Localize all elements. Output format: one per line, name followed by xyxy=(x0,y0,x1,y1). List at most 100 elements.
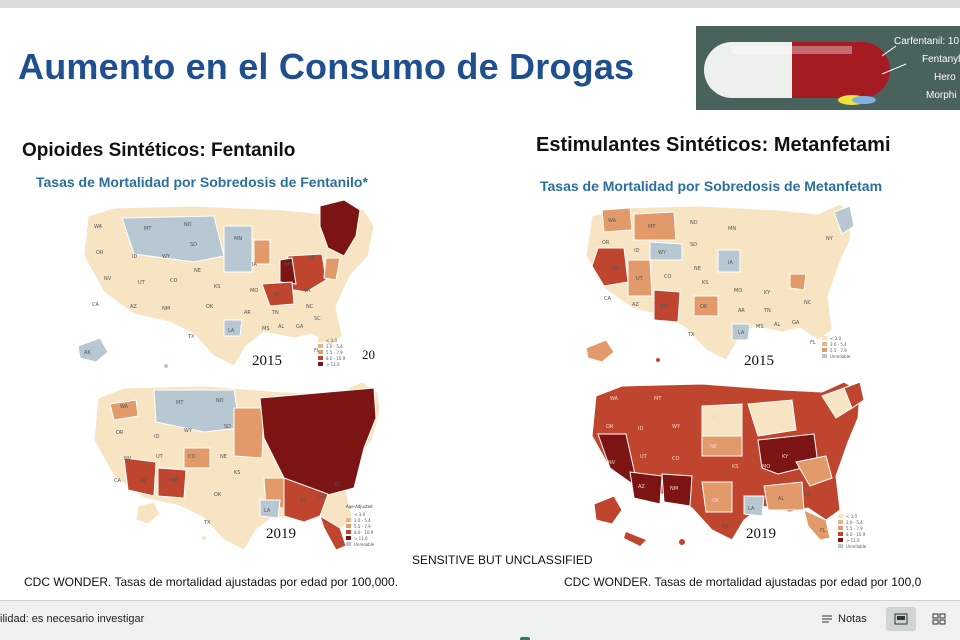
svg-text:SC: SC xyxy=(314,316,321,322)
svg-text:MN: MN xyxy=(234,236,242,242)
pill-label-heroin: Hero xyxy=(934,72,956,83)
svg-text:MO: MO xyxy=(250,288,258,294)
svg-text:> 11.0: > 11.0 xyxy=(326,362,340,367)
svg-text:3.0 - 5.4: 3.0 - 5.4 xyxy=(830,342,847,347)
map-meth-2019: WA MT ND OR ID WY NV UT CO NE KS MO AZ NM OK KY TX L… xyxy=(591,381,865,546)
pill-label-morphine: Morphi xyxy=(926,90,957,101)
svg-text:NC: NC xyxy=(804,300,812,306)
svg-text:3.0 - 5.4: 3.0 - 5.4 xyxy=(846,520,863,525)
svg-text:MS: MS xyxy=(262,326,270,332)
svg-text:CA: CA xyxy=(114,478,121,484)
map-fentanyl-2019: WA MT ND OR ID WY SD NV UT CO NE KS CA AZ NM OK TX LA… xyxy=(93,381,381,551)
slide-sorter-button[interactable] xyxy=(924,607,954,631)
svg-text:NE: NE xyxy=(694,266,701,272)
window-top-strip xyxy=(0,0,960,8)
svg-text:5.5 - 7.9: 5.5 - 7.9 xyxy=(326,350,343,355)
svg-text:LA: LA xyxy=(228,328,235,334)
svg-text:NE: NE xyxy=(194,268,201,274)
svg-text:CA: CA xyxy=(92,302,99,308)
svg-text:TX: TX xyxy=(203,520,211,526)
svg-text:KY: KY xyxy=(782,454,789,460)
svg-text:> 11.0: > 11.0 xyxy=(846,538,860,543)
svg-text:8.0 - 10.9: 8.0 - 10.9 xyxy=(326,356,346,361)
notes-icon xyxy=(822,615,832,623)
svg-text:LA: LA xyxy=(748,506,755,512)
svg-text:CO: CO xyxy=(664,274,671,280)
svg-text:NY: NY xyxy=(826,236,834,242)
svg-text:TN: TN xyxy=(271,310,279,316)
svg-text:NV: NV xyxy=(612,266,620,272)
svg-text:NE: NE xyxy=(710,444,717,450)
svg-text:3.0 - 5.4: 3.0 - 5.4 xyxy=(354,518,371,523)
svg-text:GA: GA xyxy=(296,324,304,330)
notes-label: Notas xyxy=(838,613,867,625)
svg-text:MS: MS xyxy=(756,324,764,330)
map-meth-2015: WA MT ND MN OR ID WY SD IA NV UT CO NE KS MO KY CA AZ… xyxy=(585,203,855,363)
svg-text:3.0 - 5.4: 3.0 - 5.4 xyxy=(326,344,343,349)
slide-title: Aumento en el Consumo de Drogas xyxy=(18,46,635,87)
svg-text:OR: OR xyxy=(116,430,124,436)
svg-text:CA: CA xyxy=(604,296,611,302)
legend-fentanyl-2019: Age-Adjusted < 3.03.0 - 5.45.5 - 7.9 8.0… xyxy=(346,504,375,547)
grid-icon xyxy=(932,613,946,625)
svg-text:AR: AR xyxy=(244,310,251,316)
normal-view-button[interactable] xyxy=(886,607,916,631)
svg-text:NV: NV xyxy=(124,456,132,462)
svg-text:GA: GA xyxy=(318,494,326,500)
svg-text:WY: WY xyxy=(658,250,667,256)
svg-text:KS: KS xyxy=(214,284,220,290)
svg-text:AL: AL xyxy=(778,496,784,502)
svg-text:NM: NM xyxy=(170,478,178,484)
svg-text:> 11.0: > 11.0 xyxy=(354,536,368,541)
svg-text:< 3.0: < 3.0 xyxy=(354,512,365,517)
svg-text:WA: WA xyxy=(94,224,103,230)
svg-text:MT: MT xyxy=(648,224,656,230)
svg-text:Unreliable: Unreliable xyxy=(354,542,375,547)
notes-button[interactable]: Notas xyxy=(814,607,873,631)
pill-label-carfentanil: Carfentanil: 10 xyxy=(894,36,960,47)
svg-text:Unreliable: Unreliable xyxy=(830,354,851,359)
svg-text:FL: FL xyxy=(820,528,826,534)
svg-text:ID: ID xyxy=(634,248,639,254)
svg-text:AL: AL xyxy=(300,498,306,504)
svg-text:OH: OH xyxy=(284,262,292,268)
svg-text:TX: TX xyxy=(721,524,729,530)
svg-text:CO: CO xyxy=(188,454,195,460)
svg-text:NV: NV xyxy=(608,460,616,466)
svg-text:Unreliable: Unreliable xyxy=(846,544,867,549)
svg-text:OK: OK xyxy=(214,492,222,498)
svg-text:TN: TN xyxy=(763,308,771,314)
normal-view-icon xyxy=(894,613,908,625)
svg-text:IA: IA xyxy=(252,262,257,268)
right-footer: CDC WONDER. Tasas de mortalidad ajustada… xyxy=(564,575,922,589)
svg-text:ND: ND xyxy=(216,398,224,404)
svg-text:OK: OK xyxy=(206,304,214,310)
left-subheading: Tasas de Mortalidad por Sobredosis de Fe… xyxy=(36,174,368,190)
svg-text:OK: OK xyxy=(700,304,708,310)
pill-graphic xyxy=(696,26,960,110)
right-year-top: 2015 xyxy=(744,353,774,369)
progress-indicator xyxy=(520,637,530,640)
right-subheading: Tasas de Mortalidad por Sobredosis de Me… xyxy=(540,178,883,194)
legend-title: Age-Adjusted xyxy=(346,504,373,509)
svg-text:NM: NM xyxy=(670,486,678,492)
svg-text:KS: KS xyxy=(702,280,708,286)
svg-text:MN: MN xyxy=(728,226,736,232)
svg-text:8.0 - 10.9: 8.0 - 10.9 xyxy=(354,530,374,535)
svg-text:CO: CO xyxy=(170,278,177,284)
slide-canvas: Aumento en el Consumo de Drogas Carfenta… xyxy=(0,8,960,600)
svg-text:AL: AL xyxy=(278,324,284,330)
svg-text:UT: UT xyxy=(640,454,648,460)
svg-text:FL: FL xyxy=(314,348,320,354)
svg-text:SD: SD xyxy=(190,242,197,248)
svg-text:WY: WY xyxy=(162,254,171,260)
svg-text:ID: ID xyxy=(154,434,159,440)
svg-text:UT: UT xyxy=(636,276,644,282)
right-year-bottom: 2019 xyxy=(746,526,776,542)
svg-text:WY: WY xyxy=(184,428,193,434)
svg-text:WA: WA xyxy=(610,396,619,402)
svg-text:SD: SD xyxy=(690,242,697,248)
svg-text:VA: VA xyxy=(304,288,311,294)
status-accessibility-text[interactable]: ilidad: es necesario investigar xyxy=(0,613,145,625)
legend-fentanyl-2015: < 3.03.0 - 5.45.5 - 7.9 8.0 - 10.9> 11.0 xyxy=(318,338,346,367)
